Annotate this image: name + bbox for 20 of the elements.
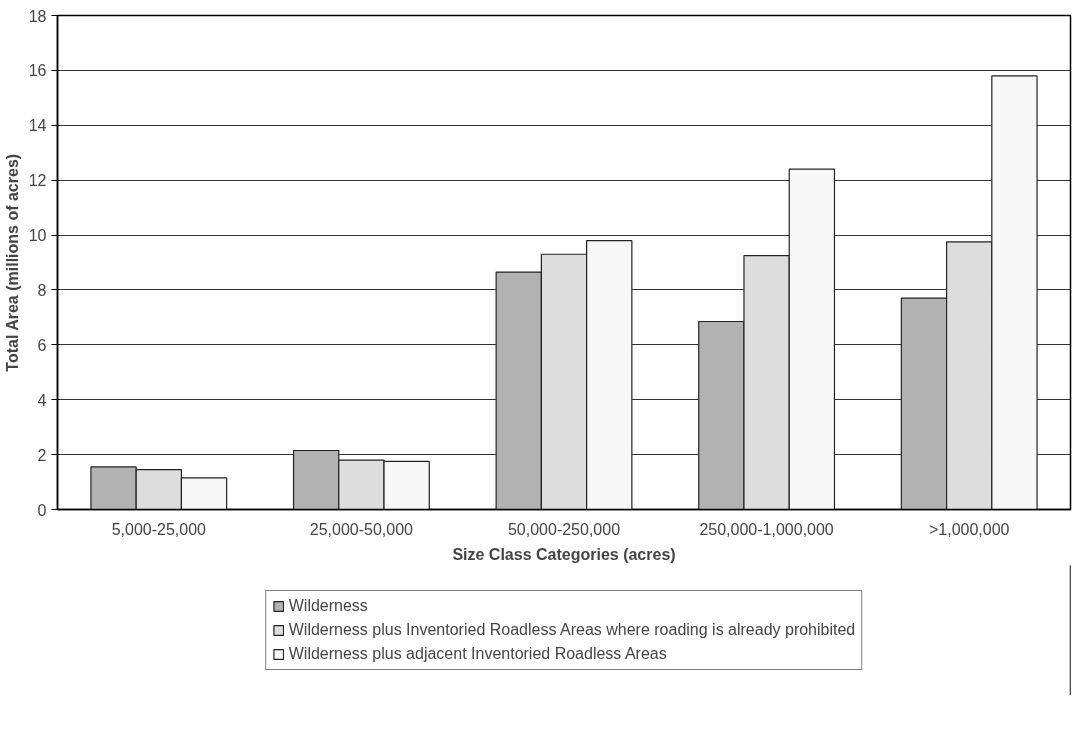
y-tick-label: 18 (28, 7, 47, 25)
y-tick-label: 0 (37, 501, 47, 519)
x-tick-label: 50,000-250,000 (507, 520, 621, 538)
x-tick-label: 5,000-25,000 (111, 520, 207, 538)
x-tick-label: 25,000-50,000 (309, 520, 414, 538)
y-tick-label: 10 (28, 227, 47, 245)
legend-label: Wilderness plus Inventoried Roadless Areas where roading is already prohibited (288, 621, 856, 639)
x-tick-label: 250,000-1,000,000 (699, 520, 834, 538)
y-axis-title: Total Area (millions of acres) (3, 153, 21, 372)
x-tick-label: >1,000,000 (928, 520, 1010, 538)
y-tick-label: 4 (37, 391, 47, 409)
y-tick-label: 14 (28, 117, 47, 135)
x-axis-title: Size Class Categories (acres) (452, 545, 676, 563)
y-tick-label: 2 (37, 446, 47, 464)
y-tick-label: 6 (37, 336, 47, 354)
legend-label: Wilderness (288, 597, 368, 615)
y-tick-label: 12 (28, 172, 47, 190)
y-tick-label: 8 (37, 281, 47, 299)
legend-label: Wilderness plus adjacent Inventoried Roadless Areas (288, 645, 667, 663)
y-tick-label: 16 (28, 62, 47, 80)
